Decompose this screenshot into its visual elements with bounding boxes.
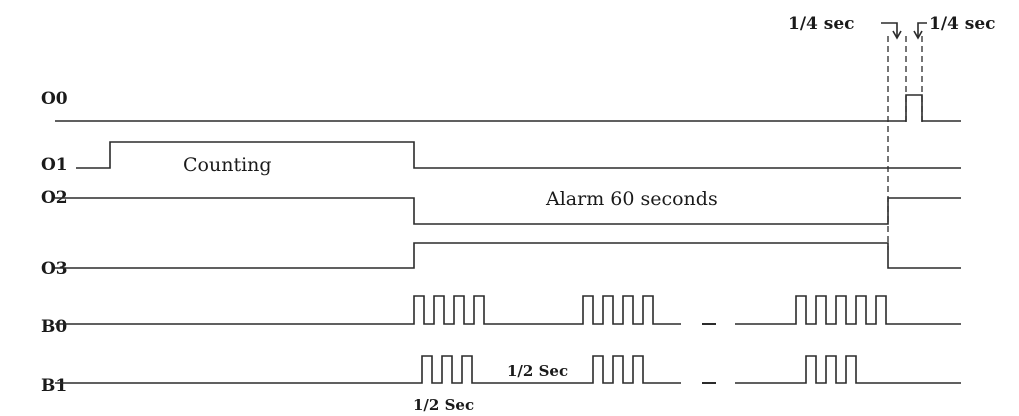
waveform-o0 (55, 94, 961, 122)
quarter-sec-left-bracket (881, 22, 898, 37)
waveform-b1 (55, 355, 681, 384)
waveform-o2 (55, 197, 961, 225)
quarter-sec-right-bracket (917, 22, 927, 37)
signal-label-o1: O1 (41, 155, 68, 175)
counting-label: Counting (183, 154, 272, 176)
half-sec-pulse-label: 1/2 Sec (413, 396, 474, 414)
waveform-b0-end (735, 295, 961, 325)
signal-label-b1: B1 (41, 376, 67, 396)
quarter-sec-right-arrow (913, 30, 923, 40)
signal-label-b0: B0 (41, 317, 67, 337)
waveform-b0 (55, 295, 681, 325)
half-sec-gap-label: 1/2 Sec (507, 362, 568, 380)
signal-label-o2: O2 (41, 188, 68, 208)
waveform-b1-end (735, 355, 961, 384)
signal-label-o3: O3 (41, 259, 68, 279)
quarter-sec-left-arrow (892, 30, 902, 40)
quarter-sec-left-label: 1/4 sec (788, 14, 855, 34)
waveform-o1 (76, 141, 961, 169)
quarter-sec-right-label: 1/4 sec (929, 14, 996, 34)
waveform-o3 (55, 242, 961, 269)
alarm-label: Alarm 60 seconds (545, 188, 718, 210)
signal-label-o0: O0 (41, 89, 68, 109)
